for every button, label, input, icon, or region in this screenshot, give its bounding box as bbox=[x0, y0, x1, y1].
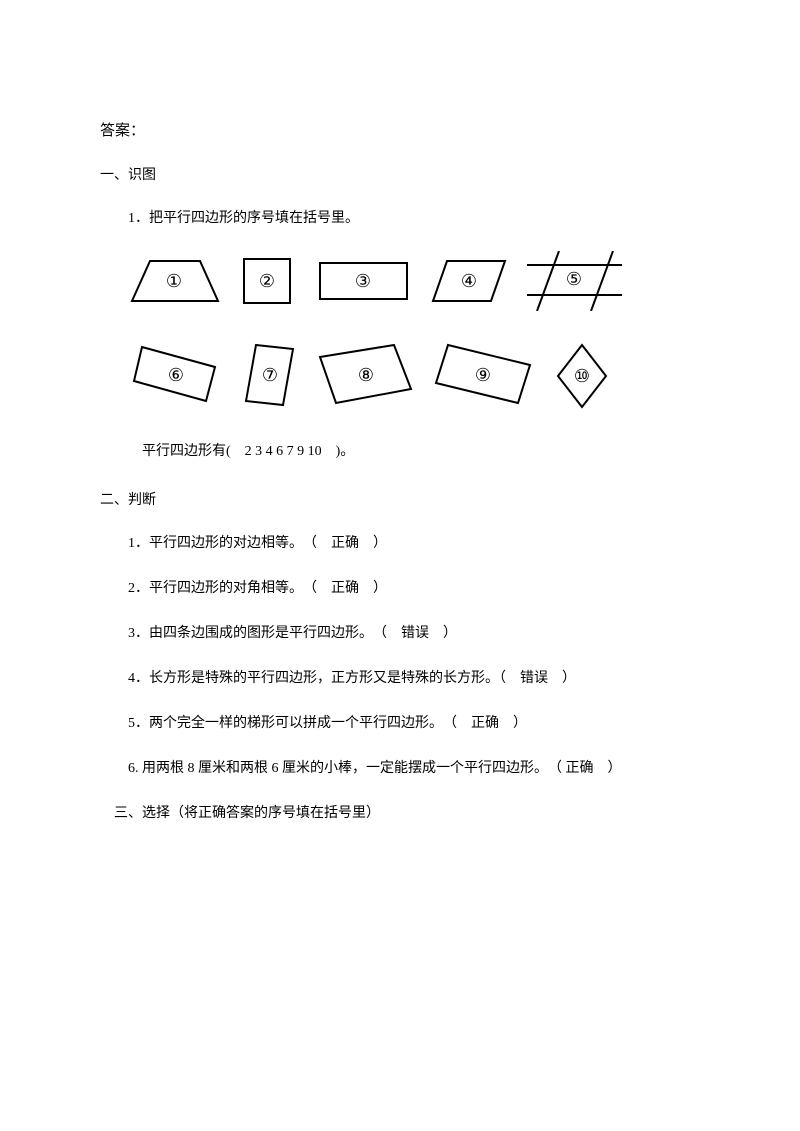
shape-8-quadrilateral: ⑧ bbox=[316, 341, 416, 411]
shape-label-5: ⑤ bbox=[566, 269, 582, 289]
shape-2-square: ② bbox=[238, 253, 298, 308]
shape-3-rectangle: ③ bbox=[316, 253, 411, 308]
shape-label-6: ⑥ bbox=[168, 365, 184, 385]
shape-label-1: ① bbox=[166, 271, 182, 291]
shape-label-3: ③ bbox=[355, 271, 371, 291]
judge-item-5: 5．两个完全一样的梯形可以拼成一个平行四边形。 （ 正确 ） bbox=[128, 713, 700, 734]
judge-item-3: 3．由四条边围成的图形是平行四边形。 （ 错误 ） bbox=[128, 623, 700, 644]
shape-7-parallelogram: ⑦ bbox=[243, 341, 298, 411]
judge-item-4: 4．长方形是特殊的平行四边形，正方形又是特殊的长方形。（ 错误 ） bbox=[128, 668, 700, 689]
shape-6-parallelogram: ⑥ bbox=[130, 341, 225, 411]
section1-q1: 1．把平行四边形的序号填在括号里。 bbox=[128, 208, 700, 229]
judge-item-6: 6. 用两根 8 厘米和两根 6 厘米的小棒，一定能摆成一个平行四边形。 （ 正… bbox=[128, 758, 700, 779]
section3-header: 三、选择（将正确答案的序号填在括号里） bbox=[114, 803, 700, 824]
shape-4-parallelogram: ④ bbox=[429, 253, 509, 308]
shape-label-7: ⑦ bbox=[262, 365, 278, 385]
shape-label-8: ⑧ bbox=[358, 365, 374, 385]
shape-5-crossed: ⑤ bbox=[527, 251, 622, 311]
answer-values: 2 3 4 6 7 9 10 bbox=[245, 444, 322, 459]
shape-label-9: ⑨ bbox=[475, 365, 491, 385]
shape-10-rhombus: ⑩ bbox=[552, 341, 612, 411]
section1-header: 一、识图 bbox=[100, 165, 700, 186]
shape-label-2: ② bbox=[259, 271, 275, 291]
shape-label-4: ④ bbox=[461, 271, 477, 291]
section1-answer: 平行四边形有( 2 3 4 6 7 9 10 )。 bbox=[142, 441, 700, 462]
page-title: 答案： bbox=[100, 120, 700, 143]
shape-label-10: ⑩ bbox=[574, 366, 590, 386]
answer-suffix: )。 bbox=[322, 444, 355, 459]
answer-prefix: 平行四边形有( bbox=[142, 444, 245, 459]
section2-header: 二、判断 bbox=[100, 490, 700, 511]
judge-item-2: 2．平行四边形的对角相等。 （ 正确 ） bbox=[128, 578, 700, 599]
shapes-row-1: ① ② ③ ④ ⑤ bbox=[130, 251, 700, 311]
shapes-container: ① ② ③ ④ ⑤ ⑥ bbox=[130, 251, 700, 411]
shapes-row-2: ⑥ ⑦ ⑧ ⑨ ⑩ bbox=[130, 341, 700, 411]
shape-1-trapezoid: ① bbox=[130, 253, 220, 308]
judge-item-1: 1．平行四边形的对边相等。 （ 正确 ） bbox=[128, 533, 700, 554]
shape-9-rectangle: ⑨ bbox=[434, 341, 534, 411]
